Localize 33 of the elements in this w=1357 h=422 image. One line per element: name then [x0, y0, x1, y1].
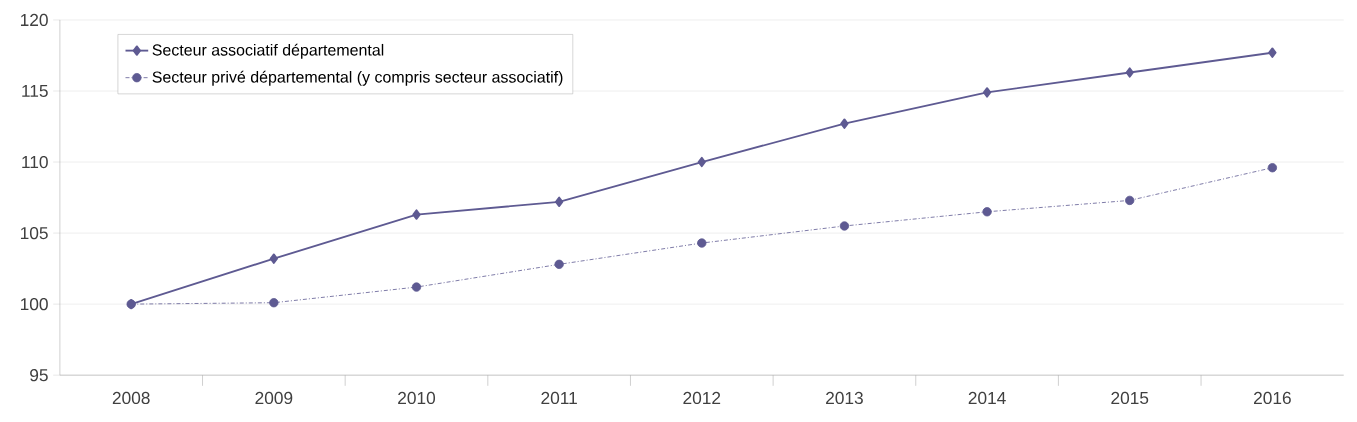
point	[1267, 163, 1278, 173]
point	[839, 221, 850, 231]
point	[269, 253, 278, 264]
x-tick-label: 2014	[968, 391, 1006, 405]
y-tick-label: 105	[20, 227, 48, 240]
x-tick-label: 2011	[541, 391, 577, 405]
legend-label: Secteur privé départemental (y compris secteur associatif)	[152, 70, 563, 86]
legend-label: Secteur associatif départemental	[152, 43, 384, 59]
point	[269, 298, 279, 308]
point	[982, 207, 992, 217]
point	[1125, 195, 1135, 206]
x-tick-label: 2008	[112, 391, 150, 405]
point	[982, 87, 992, 98]
point	[1125, 67, 1134, 78]
point	[411, 282, 422, 292]
point	[555, 196, 564, 208]
y-tick-label: 95	[30, 369, 48, 382]
y-tick-label: 100	[20, 298, 48, 311]
y-tick-label: 115	[22, 85, 48, 98]
x-tick-label: 2012	[683, 391, 721, 405]
y-tick-label: 110	[22, 156, 48, 169]
x-tick-label: 2009	[255, 391, 293, 405]
x-tick-label: 2010	[398, 391, 436, 405]
point	[840, 118, 849, 129]
point	[1268, 47, 1277, 58]
x-tick-label: 2013	[826, 391, 863, 405]
point	[697, 156, 706, 168]
point	[412, 209, 421, 220]
x-tick-label: 2015	[1111, 391, 1149, 405]
point	[554, 259, 564, 270]
y-tick-label: 120	[20, 13, 48, 27]
x-tick-label: 2016	[1254, 391, 1291, 405]
point	[697, 238, 707, 248]
